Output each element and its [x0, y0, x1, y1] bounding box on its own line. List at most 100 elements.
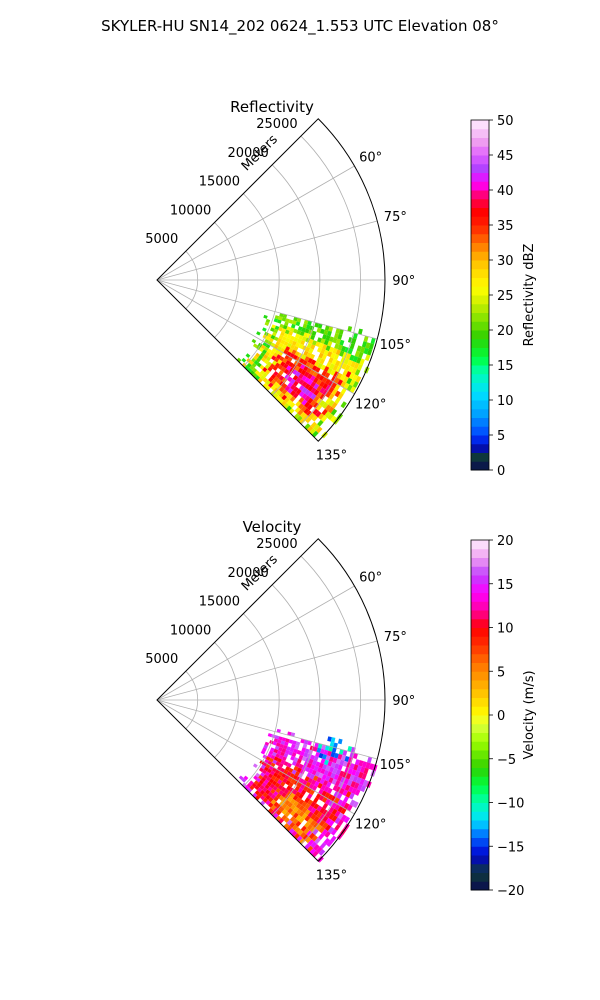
echo-cell — [364, 354, 371, 362]
echo-cell — [349, 354, 355, 362]
echo-cell — [315, 404, 323, 411]
echo-cell — [298, 343, 304, 350]
echo-cell — [346, 384, 353, 392]
angle-gridline — [156, 279, 355, 395]
echo-cell — [281, 388, 288, 395]
echo-cell — [285, 337, 291, 343]
echo-cell — [301, 801, 308, 808]
echo-cell — [337, 805, 344, 813]
echo-cell — [293, 806, 299, 813]
echo-cell — [249, 785, 255, 791]
colorbar-bin — [471, 688, 489, 698]
echo-cell — [270, 794, 276, 800]
echo-cell — [315, 410, 322, 418]
echo-cell — [319, 393, 326, 401]
echo-cell — [357, 328, 363, 335]
echo-cell — [315, 846, 323, 854]
echo-cell — [311, 430, 319, 438]
echo-cell — [273, 376, 279, 382]
colorbar-bin — [471, 566, 489, 576]
echo-cell — [343, 802, 350, 810]
colorbar-bin — [471, 356, 489, 366]
echo-cell — [293, 757, 299, 763]
echo-cell — [283, 341, 289, 347]
echo-cell — [278, 392, 285, 398]
echo-cell — [281, 394, 288, 401]
echo-cell — [349, 763, 355, 770]
echo-cell — [349, 774, 355, 782]
angle-tick-label: 90° — [392, 694, 415, 709]
echo-cell — [325, 378, 331, 385]
echo-cell — [309, 773, 316, 780]
echo-cell — [273, 352, 279, 358]
echo-cell — [301, 813, 308, 820]
echo-cell — [260, 375, 266, 381]
echo-cell — [300, 789, 307, 796]
radial-tick-label: 20000 — [227, 146, 268, 161]
echo-cell — [266, 781, 272, 787]
echo-cell — [273, 381, 279, 388]
echo-cell — [262, 327, 267, 332]
echo-cell — [298, 385, 305, 392]
echo-cell — [307, 379, 314, 386]
echo-cell — [363, 767, 369, 775]
echo-cell — [334, 817, 341, 825]
echo-cell — [328, 766, 335, 773]
echo-cell — [273, 738, 279, 743]
echo-cell — [352, 355, 359, 363]
echo-cell — [354, 789, 361, 796]
colorbar-tick-label: 10 — [497, 622, 514, 637]
echo-cell — [331, 747, 337, 753]
echo-cell — [328, 756, 334, 763]
echo-cell — [301, 807, 308, 814]
echo-cell — [334, 824, 341, 831]
echo-cell — [295, 342, 301, 348]
echo-cell — [316, 811, 323, 818]
echo-cell — [330, 835, 337, 843]
echo-cell — [302, 743, 308, 749]
echo-cell — [245, 353, 251, 359]
colorbar-bin — [471, 163, 489, 173]
echo-cell — [332, 757, 338, 764]
echo-cell — [269, 783, 275, 789]
echo-cell — [319, 400, 326, 407]
echo-cell — [308, 348, 314, 354]
echo-cell — [352, 332, 358, 340]
echo-cell — [281, 344, 287, 350]
echo-cell — [313, 755, 319, 762]
echo-cell — [327, 340, 333, 347]
echo-cell — [365, 762, 371, 769]
echo-cell — [290, 323, 296, 329]
echo-cell — [292, 818, 299, 825]
echo-cell — [275, 742, 281, 747]
colorbar-bin — [471, 811, 489, 821]
echo-cell — [315, 426, 323, 434]
echo-cell — [259, 364, 265, 370]
echo-cell — [295, 333, 300, 339]
echo-cell — [280, 740, 286, 745]
echo-cell — [310, 819, 317, 827]
echo-cell — [263, 774, 269, 780]
echo-cell — [329, 363, 335, 370]
echo-cell — [289, 747, 295, 753]
echo-cell — [327, 826, 335, 834]
echo-cell — [351, 769, 357, 776]
echo-cell — [266, 348, 272, 354]
echo-cell — [307, 805, 314, 812]
echo-cell — [313, 809, 320, 816]
echo-cell — [342, 789, 349, 797]
echo-cell — [306, 324, 311, 330]
echo-cell — [319, 813, 326, 821]
echo-cell — [347, 779, 353, 787]
echo-cell — [276, 389, 282, 396]
echo-cell — [256, 331, 261, 336]
echo-cell — [306, 342, 312, 349]
echo-cell — [319, 387, 326, 394]
angle-tick-label: 105° — [380, 338, 411, 353]
echo-cell — [284, 749, 290, 755]
echo-cell — [262, 372, 268, 378]
echo-cell — [325, 384, 332, 392]
radial-tick-label: 25000 — [256, 117, 297, 132]
echo-cell — [302, 323, 308, 329]
echo-cell — [316, 327, 322, 333]
